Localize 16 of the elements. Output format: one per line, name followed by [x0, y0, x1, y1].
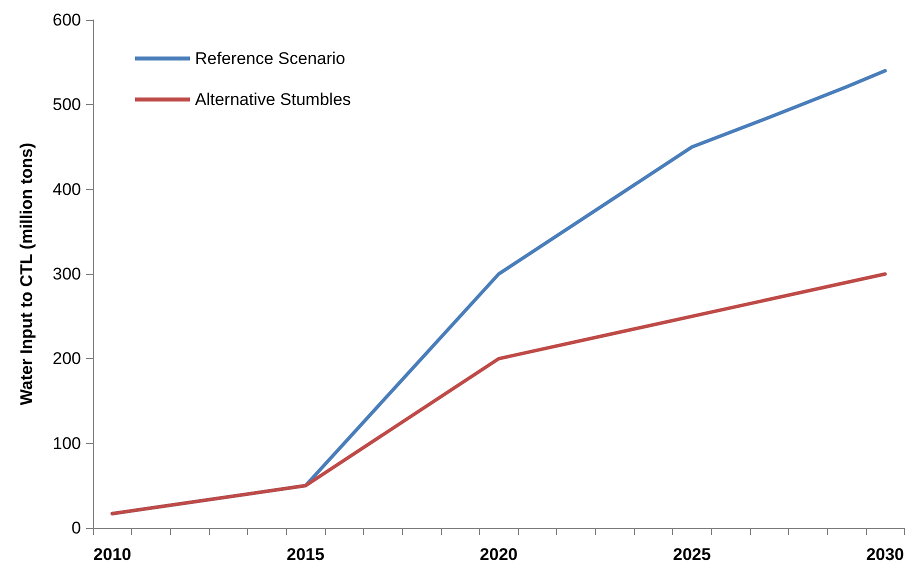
legend-label: Alternative Stumbles: [195, 90, 351, 109]
y-tick-label: 600: [52, 10, 81, 30]
legend-label: Reference Scenario: [195, 49, 346, 68]
y-tick-label: 200: [52, 349, 81, 368]
y-tick-label: 0: [72, 518, 81, 538]
x-tick-label: 2025: [672, 545, 711, 564]
y-tick-label: 300: [52, 264, 81, 284]
x-tick-label: 2010: [93, 545, 132, 564]
y-tick-label: 100: [52, 434, 81, 453]
x-tick-label: 2015: [286, 545, 324, 564]
line-series: [110, 272, 887, 516]
y-tick-label: 500: [52, 95, 81, 114]
y-tick-label: 400: [52, 180, 81, 199]
y-axis-title: Water Input to CTL (million tons): [17, 142, 36, 406]
x-tick-label: 2030: [866, 545, 904, 564]
x-tick-label: 2020: [480, 545, 518, 564]
